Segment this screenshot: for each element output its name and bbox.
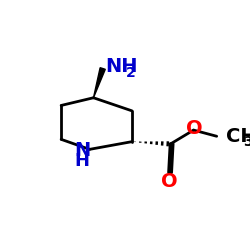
Text: 2: 2: [126, 66, 136, 80]
Text: H: H: [74, 152, 90, 170]
Text: O: O: [162, 172, 178, 191]
Text: 3: 3: [243, 135, 250, 149]
Text: O: O: [186, 119, 203, 138]
Text: CH: CH: [226, 127, 250, 146]
Text: N: N: [74, 142, 90, 161]
Text: NH: NH: [105, 58, 138, 76]
Polygon shape: [94, 68, 105, 98]
